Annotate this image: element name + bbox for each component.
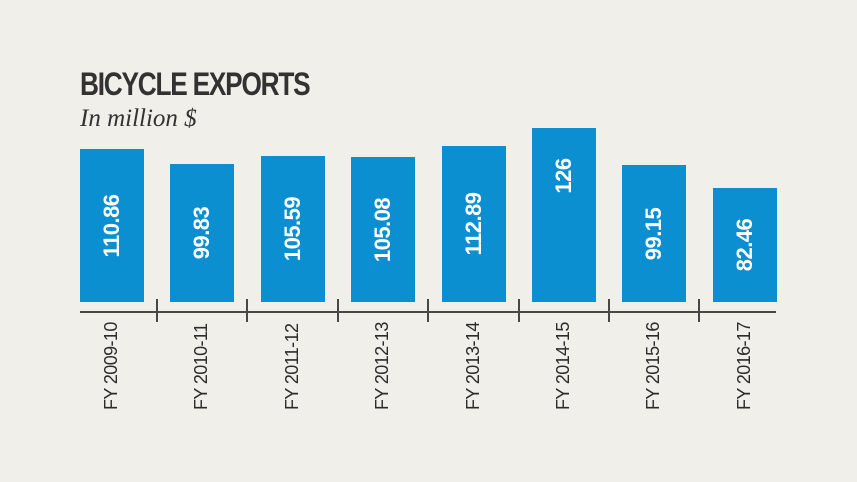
bar: 112.89 — [442, 146, 506, 302]
bar-value-label: 105.08 — [370, 197, 395, 262]
bar: 110.86 — [80, 149, 144, 302]
x-tick-label: FY 2009-10 — [101, 322, 121, 410]
chart-title: BICYCLE EXPORTS — [80, 66, 311, 102]
bar-value-label: 99.83 — [189, 206, 214, 260]
x-tick-label: FY 2011-12 — [282, 323, 302, 410]
x-tick-label: FY 2012-13 — [372, 322, 392, 410]
bar: 126 — [532, 128, 596, 302]
bar: 105.08 — [351, 157, 415, 302]
x-axis-tick — [246, 299, 248, 322]
bar: 99.83 — [170, 164, 234, 302]
x-tick-label: FY 2014-15 — [553, 322, 573, 410]
chart-subtitle: In million $ — [80, 105, 197, 132]
x-axis-tick — [608, 299, 610, 322]
x-axis-tick — [518, 299, 520, 322]
x-axis-tick — [698, 299, 700, 322]
bar-value-label: 82.46 — [732, 218, 757, 272]
bar: 105.59 — [261, 156, 325, 302]
bar-value-label: 105.59 — [280, 196, 305, 262]
x-tick-label: FY 2015-16 — [643, 322, 663, 410]
bar: 82.46 — [713, 188, 777, 302]
bar-value-label: 112.89 — [461, 192, 486, 256]
x-tick-label: FY 2010-11 — [191, 323, 211, 410]
bar: 99.15 — [622, 165, 686, 302]
bar-value-label: 126 — [551, 158, 576, 194]
bar-value-label: 99.15 — [641, 207, 666, 260]
x-tick-label: FY 2016-17 — [734, 322, 754, 410]
x-axis-tick — [337, 299, 339, 322]
x-axis-tick — [156, 299, 158, 322]
bar-value-label: 110.86 — [99, 193, 124, 258]
x-tick-label: FY 2013-14 — [463, 322, 483, 410]
x-axis-tick — [427, 299, 429, 322]
